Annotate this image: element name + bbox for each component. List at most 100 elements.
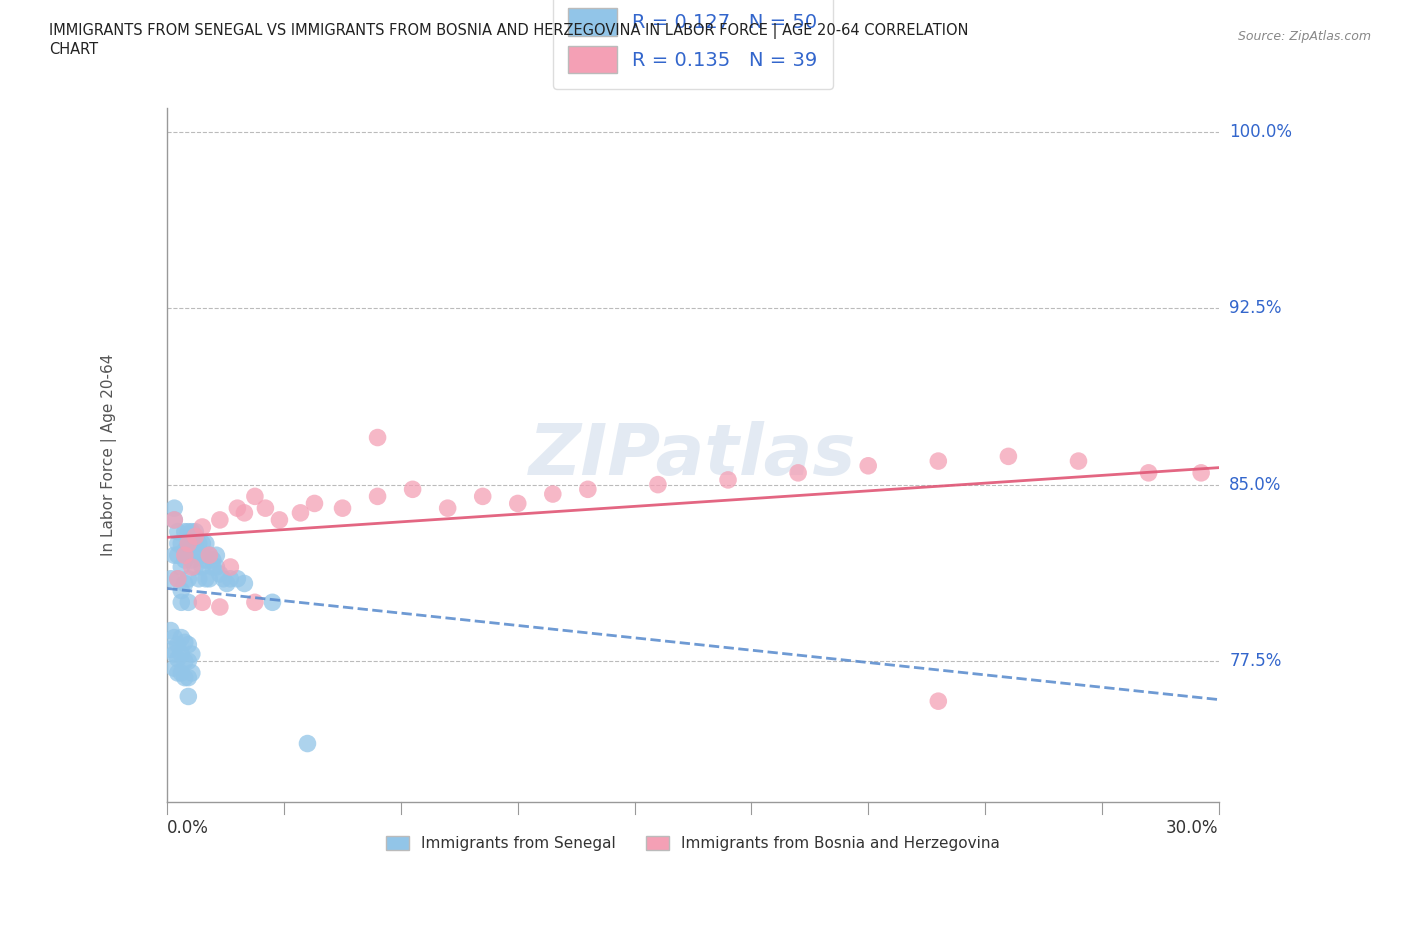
Point xyxy=(166,571,188,586)
Point xyxy=(170,646,193,661)
Point xyxy=(191,520,214,535)
Point xyxy=(173,543,195,558)
Point xyxy=(159,642,181,657)
Point xyxy=(180,525,202,539)
Point xyxy=(173,552,195,567)
Point xyxy=(166,651,188,666)
Point xyxy=(198,548,221,563)
Point xyxy=(243,595,266,610)
Point xyxy=(215,576,238,591)
Point xyxy=(191,536,214,551)
Point xyxy=(177,689,200,704)
Point xyxy=(208,512,231,527)
Point xyxy=(226,500,249,515)
Point xyxy=(269,512,291,527)
Point xyxy=(163,646,186,661)
Text: In Labor Force | Age 20-64: In Labor Force | Age 20-64 xyxy=(101,354,118,556)
Point xyxy=(1189,465,1212,480)
Point xyxy=(166,536,188,551)
Point xyxy=(471,489,494,504)
Point xyxy=(201,560,224,575)
Point xyxy=(208,600,231,615)
Point xyxy=(177,595,200,610)
Point xyxy=(166,571,188,586)
Point xyxy=(194,571,217,586)
Point xyxy=(163,512,186,527)
Point xyxy=(173,576,195,591)
Point xyxy=(304,496,326,511)
Point xyxy=(173,654,195,669)
Point xyxy=(201,552,224,567)
Point xyxy=(177,671,200,685)
Point xyxy=(163,512,186,527)
Point xyxy=(191,548,214,563)
Point xyxy=(367,489,389,504)
Point xyxy=(927,454,949,469)
Text: ZIPatlas: ZIPatlas xyxy=(529,420,856,490)
Point xyxy=(177,548,200,563)
Point xyxy=(367,430,389,445)
Text: Source: ZipAtlas.com: Source: ZipAtlas.com xyxy=(1237,30,1371,43)
Point xyxy=(194,552,217,567)
Text: 77.5%: 77.5% xyxy=(1229,652,1282,671)
Point xyxy=(184,560,207,575)
Point xyxy=(997,449,1019,464)
Point xyxy=(191,560,214,575)
Point xyxy=(163,631,186,645)
Point xyxy=(180,552,202,567)
Text: 30.0%: 30.0% xyxy=(1166,819,1219,837)
Legend: Immigrants from Senegal, Immigrants from Bosnia and Herzegovina: Immigrants from Senegal, Immigrants from… xyxy=(380,830,1007,857)
Point xyxy=(187,536,209,551)
Text: 92.5%: 92.5% xyxy=(1229,299,1282,317)
Point xyxy=(717,472,740,487)
Point xyxy=(170,583,193,598)
Point xyxy=(233,505,256,520)
Point xyxy=(180,666,202,681)
Point xyxy=(576,482,599,497)
Point xyxy=(170,595,193,610)
Point xyxy=(177,536,200,551)
Point xyxy=(205,560,228,575)
Point xyxy=(166,666,188,681)
Point xyxy=(173,635,195,650)
Point xyxy=(159,623,181,638)
Point xyxy=(177,654,200,669)
Text: IMMIGRANTS FROM SENEGAL VS IMMIGRANTS FROM BOSNIA AND HERZEGOVINA IN LABOR FORCE: IMMIGRANTS FROM SENEGAL VS IMMIGRANTS FR… xyxy=(49,23,969,39)
Point xyxy=(194,536,217,551)
Text: CHART: CHART xyxy=(49,42,98,57)
Point xyxy=(262,595,284,610)
Point xyxy=(541,486,564,501)
Point xyxy=(163,548,186,563)
Point xyxy=(159,571,181,586)
Point xyxy=(166,548,188,563)
Point xyxy=(787,465,810,480)
Point xyxy=(177,536,200,551)
Point xyxy=(436,500,458,515)
Point xyxy=(205,548,228,563)
Point xyxy=(177,525,200,539)
Point xyxy=(208,566,231,581)
Point xyxy=(170,536,193,551)
Point xyxy=(170,631,193,645)
Point xyxy=(332,500,354,515)
Point xyxy=(198,548,221,563)
Point xyxy=(184,536,207,551)
Text: 100.0%: 100.0% xyxy=(1229,123,1292,140)
Point xyxy=(401,482,423,497)
Text: 0.0%: 0.0% xyxy=(167,819,209,837)
Point xyxy=(858,458,880,473)
Point xyxy=(506,496,529,511)
Point xyxy=(170,666,193,681)
Point xyxy=(173,548,195,563)
Point xyxy=(173,525,195,539)
Point xyxy=(184,525,207,539)
Point xyxy=(226,571,249,586)
Point xyxy=(198,571,221,586)
Point xyxy=(219,571,242,586)
Point xyxy=(180,560,202,575)
Point xyxy=(290,505,312,520)
Point xyxy=(163,500,186,515)
Point xyxy=(254,500,277,515)
Point xyxy=(243,489,266,504)
Point xyxy=(170,560,193,575)
